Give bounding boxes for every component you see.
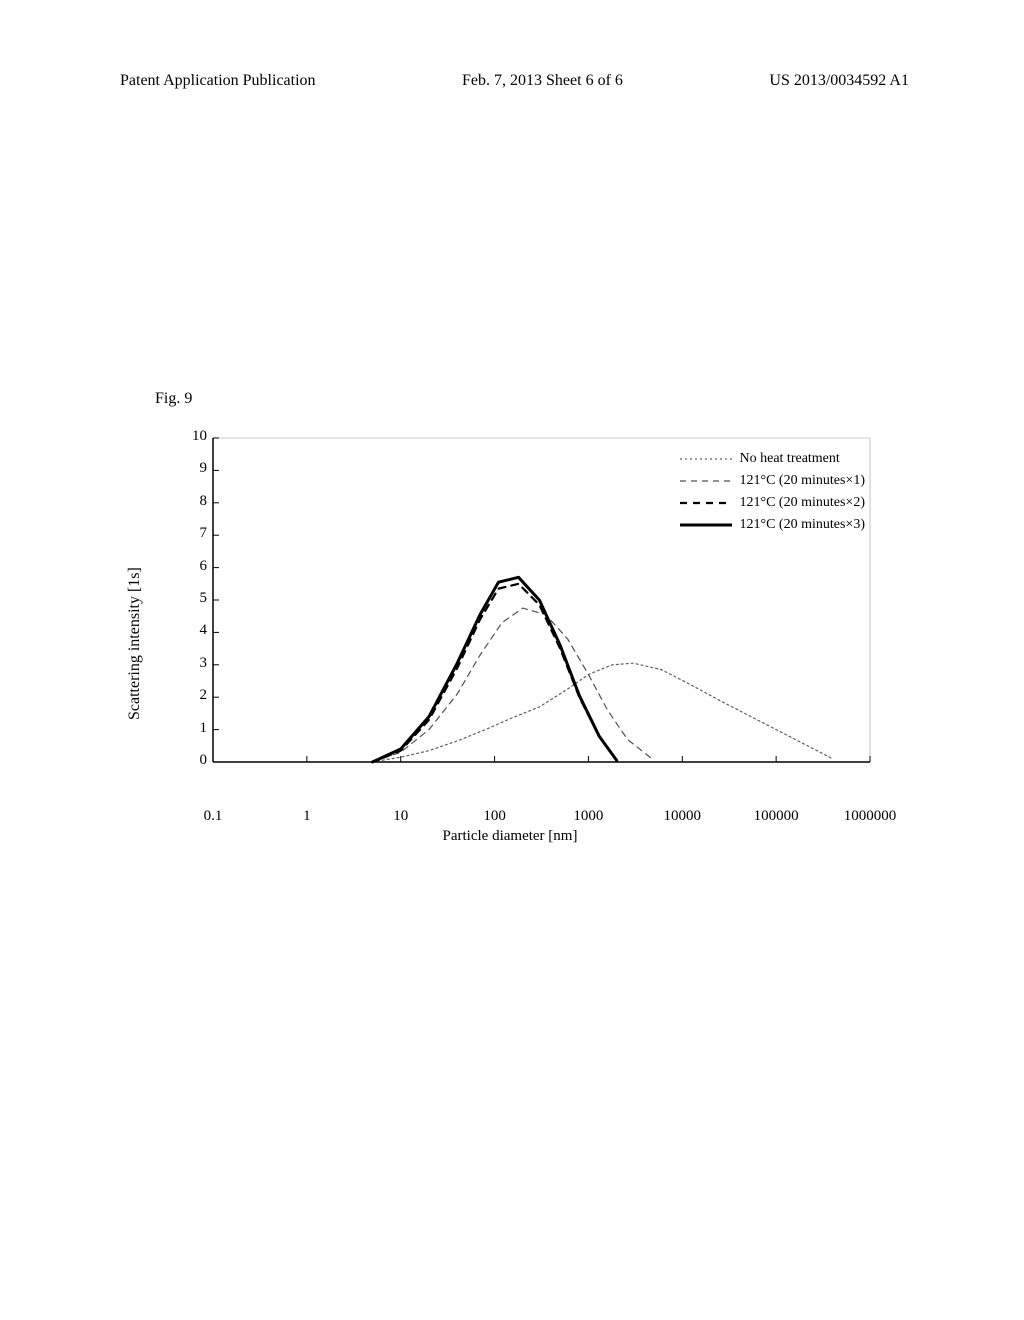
publication-number: US 2013/0034592 A1 xyxy=(769,72,909,90)
ytick-label: 8 xyxy=(177,493,207,510)
legend-item: 121°C (20 minutes×3) xyxy=(680,514,866,536)
publication-type: Patent Application Publication xyxy=(120,72,316,90)
ytick-label: 1 xyxy=(177,720,207,737)
legend-label: 121°C (20 minutes×2) xyxy=(740,492,866,514)
legend-label: 121°C (20 minutes×1) xyxy=(740,470,866,492)
legend-item: 121°C (20 minutes×2) xyxy=(680,492,866,514)
legend-swatch xyxy=(680,519,732,531)
legend-item: No heat treatment xyxy=(680,448,866,470)
legend-swatch xyxy=(680,475,732,487)
ytick-label: 5 xyxy=(177,590,207,607)
legend-swatch xyxy=(680,453,732,465)
xtick-label: 10 xyxy=(393,808,408,825)
legend-label: No heat treatment xyxy=(740,448,840,470)
legend-swatch xyxy=(680,497,732,509)
legend-label: 121°C (20 minutes×3) xyxy=(740,514,866,536)
chart: Scattering intensity [1s] No heat treatm… xyxy=(125,430,895,830)
ytick-label: 3 xyxy=(177,655,207,672)
legend: No heat treatment121°C (20 minutes×1)121… xyxy=(680,448,866,536)
ytick-label: 6 xyxy=(177,558,207,575)
ytick-label: 4 xyxy=(177,622,207,639)
ytick-label: 0 xyxy=(177,752,207,769)
xtick-label: 1 xyxy=(303,808,311,825)
ytick-label: 10 xyxy=(177,428,207,445)
xtick-label: 1000000 xyxy=(844,808,897,825)
page-header: Patent Application Publication Feb. 7, 2… xyxy=(0,72,1024,90)
y-axis-label: Scattering intensity [1s] xyxy=(126,620,144,640)
ytick-label: 7 xyxy=(177,525,207,542)
xtick-label: 10000 xyxy=(664,808,702,825)
ytick-label: 2 xyxy=(177,687,207,704)
xtick-label: 100 xyxy=(483,808,506,825)
xtick-label: 100000 xyxy=(754,808,799,825)
xtick-label: 1000 xyxy=(573,808,603,825)
ytick-label: 9 xyxy=(177,460,207,477)
figure-label: Fig. 9 xyxy=(155,390,192,408)
xtick-label: 0.1 xyxy=(204,808,223,825)
date-sheet: Feb. 7, 2013 Sheet 6 of 6 xyxy=(462,72,623,90)
legend-item: 121°C (20 minutes×1) xyxy=(680,470,866,492)
x-axis-label: Particle diameter [nm] xyxy=(443,828,578,845)
